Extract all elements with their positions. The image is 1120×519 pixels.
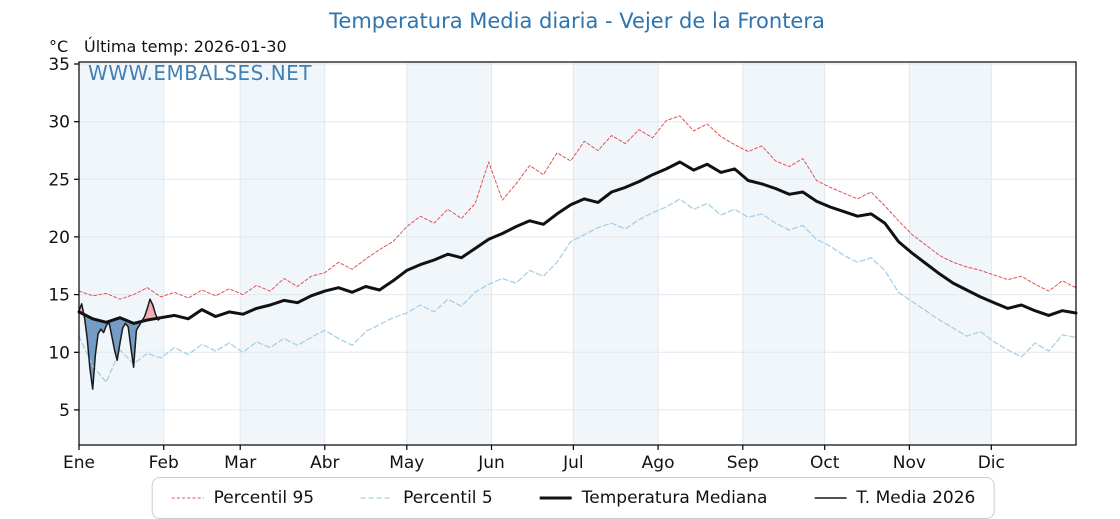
x-tick-label: Oct bbox=[810, 453, 840, 473]
y-axis-unit-label: °C bbox=[49, 37, 69, 56]
legend-item: Temperatura Mediana bbox=[539, 488, 768, 508]
month-band bbox=[909, 62, 992, 445]
y-tick-label: 20 bbox=[48, 228, 70, 248]
legend-line-sample bbox=[361, 497, 394, 499]
legend-item: Percentil 5 bbox=[360, 488, 493, 508]
x-tick-label: Ene bbox=[63, 453, 95, 473]
x-tick-label: Jun bbox=[477, 453, 505, 473]
legend: Percentil 95 Percentil 5 Temperatura Media… bbox=[151, 477, 995, 519]
month-band bbox=[573, 62, 659, 445]
x-tick-label: Jul bbox=[562, 453, 584, 473]
month-band bbox=[79, 62, 164, 445]
month-band bbox=[742, 62, 825, 445]
x-tick-label: Mar bbox=[224, 453, 256, 473]
legend-item: T. Media 2026 bbox=[813, 488, 975, 508]
chart-canvas: 5 10 15 20 25 30 35 Ene Feb Mar Abr May Jun Jul Ago Sep… bbox=[48, 55, 1078, 473]
x-tick-label: Nov bbox=[893, 453, 926, 473]
legend-line-sample bbox=[539, 496, 572, 500]
x-tick-label: Dic bbox=[978, 453, 1005, 473]
series-temperatura-mediana bbox=[77, 160, 1078, 325]
x-tick-label: Feb bbox=[149, 453, 179, 473]
y-tick-label: 35 bbox=[48, 55, 70, 75]
last-temp-label: Última temp: 2026-01-30 bbox=[84, 37, 287, 56]
y-tick-label: 30 bbox=[48, 113, 70, 133]
y-tick-label: 15 bbox=[48, 286, 70, 306]
screenshot-root: { "title": "Temperatura Media diaria - V… bbox=[0, 9, 1120, 519]
legend-item-label: Temperatura Mediana bbox=[581, 488, 768, 508]
series-percentil-5 bbox=[78, 198, 1077, 383]
series-t-media-2026 bbox=[78, 298, 162, 390]
subtitle-row: °C Última temp: 2026-01-30 bbox=[0, 37, 1120, 57]
x-tick-label: Ago bbox=[642, 453, 675, 473]
legend-item-label: Percentil 5 bbox=[403, 488, 493, 508]
legend-item-label: Percentil 95 bbox=[213, 488, 315, 508]
y-tick-label: 10 bbox=[48, 343, 70, 363]
legend-item: Percentil 95 bbox=[171, 488, 314, 508]
y-tick-label: 5 bbox=[59, 401, 70, 421]
watermark: WWW.EMBALSES.NET bbox=[88, 61, 313, 85]
x-tick-label: Abr bbox=[310, 453, 339, 473]
y-tick-label: 25 bbox=[48, 170, 70, 190]
legend-line-sample bbox=[171, 497, 204, 499]
chart-title: Temperatura Media diaria - Vejer de la F… bbox=[329, 9, 825, 33]
series-percentil-95 bbox=[78, 115, 1077, 300]
month-band bbox=[240, 62, 325, 445]
legend-item-label: T. Media 2026 bbox=[856, 488, 976, 508]
plot-frame bbox=[78, 61, 1077, 446]
legend-line-sample bbox=[814, 497, 847, 499]
x-tick-label: Sep bbox=[727, 453, 759, 473]
x-tick-label: May bbox=[389, 453, 424, 473]
